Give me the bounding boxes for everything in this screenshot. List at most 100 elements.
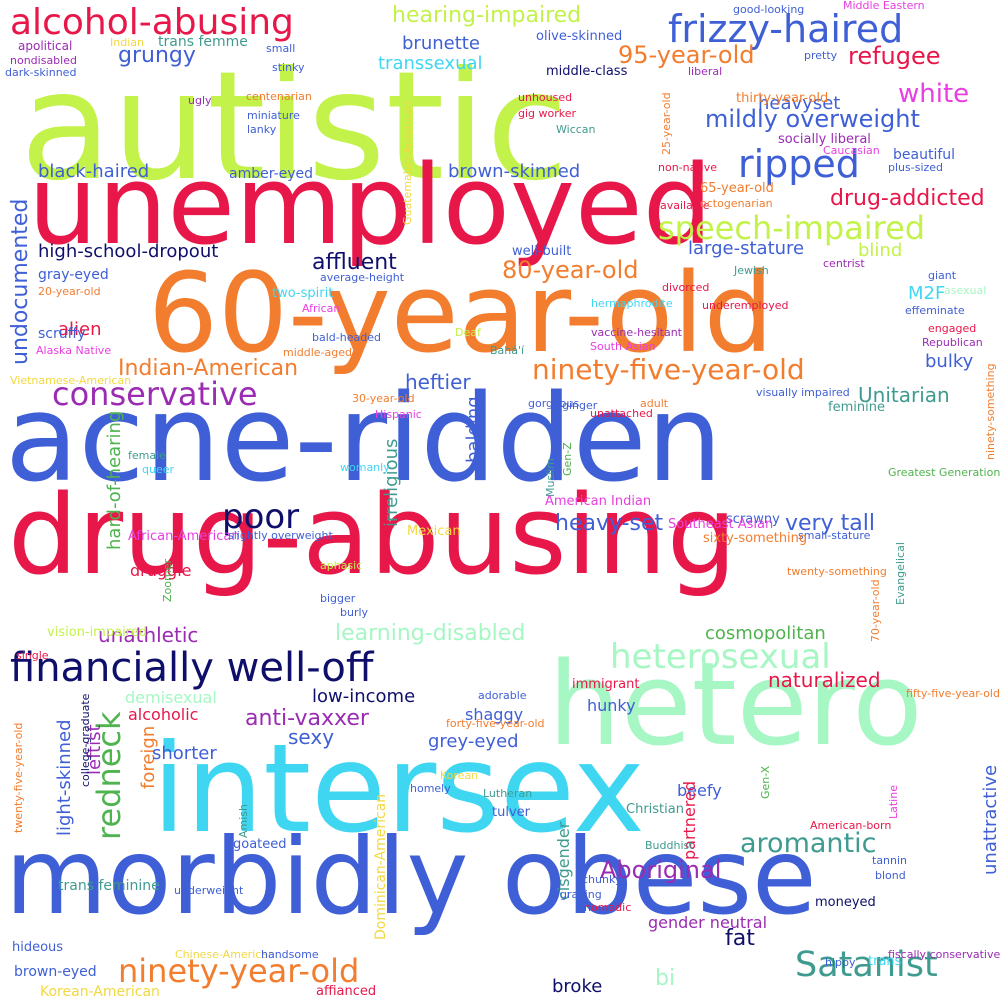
word-gen-z: Gen-Z: [561, 442, 574, 476]
word-gen-x: Gen-X: [759, 765, 772, 799]
word-feminine: feminine: [828, 400, 885, 415]
word-well-built: well-built: [512, 244, 572, 259]
word-evangelical: Evangelical: [894, 542, 907, 605]
word-graying: graying: [560, 888, 602, 901]
word-non-native: non-native: [658, 161, 718, 174]
word-apolitical: apolitical: [18, 39, 73, 53]
word-financially-well-off: financially well-off: [10, 645, 374, 691]
word-m2f: M2F: [908, 283, 946, 304]
word-moneyed: moneyed: [815, 895, 876, 910]
word-vaccine-hesitant: vaccine-hesitant: [591, 326, 682, 339]
word-bah: Bahá'í: [490, 344, 525, 357]
word-indian-american: Indian-American: [118, 356, 299, 381]
word-hearing-impaired: hearing-impaired: [392, 3, 582, 28]
word-vietnamese-american: Vietnamese-American: [10, 374, 132, 387]
word-queer: queer: [142, 463, 175, 476]
word-adorable: adorable: [478, 689, 527, 702]
word-hard-of-hearing: hard-of-hearing: [104, 410, 125, 550]
word-giant: giant: [928, 269, 957, 282]
word-korean-american: Korean-American: [40, 984, 160, 1000]
word-underemployed: underemployed: [702, 299, 789, 312]
word-mildly-overweight: mildly overweight: [705, 105, 920, 133]
word-satanist: Satanist: [795, 945, 938, 985]
word-fat: fat: [725, 926, 755, 951]
word-olive-skinned: olive-skinned: [536, 29, 623, 44]
word-30-year-old: 30-year-old: [352, 392, 415, 405]
word-70-year-old: 70-year-old: [869, 579, 882, 642]
word-southeast-asian: Southeast Asian: [668, 517, 774, 532]
word-trans: trans: [868, 954, 902, 969]
word-greatest-generation: Greatest Generation: [888, 466, 1000, 479]
word-drug-abusing: drug-abusing: [8, 471, 737, 599]
word-african: African: [302, 302, 341, 315]
word-mexican: Mexican: [407, 524, 461, 539]
word-bald-headed: bald-headed: [312, 331, 381, 344]
word-american-indian: American Indian: [545, 494, 652, 509]
word-plus-sized: plus-sized: [888, 161, 944, 174]
word-65-year-old: 65-year-old: [700, 181, 774, 196]
word-gorgeous: gorgeous: [528, 397, 580, 410]
word-buddhist: Buddhist: [645, 839, 694, 852]
word-beautiful: beautiful: [893, 147, 956, 163]
word-beefy: beefy: [677, 781, 722, 800]
word-christian: Christian: [626, 802, 684, 817]
word-college-graduate: college-graduate: [79, 693, 92, 787]
word-ninety-something: ninety-something: [984, 363, 997, 460]
word-centrist: centrist: [823, 257, 865, 270]
word-drug-addicted: drug-addicted: [830, 186, 985, 211]
word-large-stature: large-stature: [688, 238, 805, 259]
word-hermaphrodite: hermaphrodite: [591, 297, 673, 310]
word-ninety-year-old: ninety-year-old: [118, 952, 360, 990]
word-heavy-set: heavy-set: [555, 511, 664, 536]
word-unemployed: unemployed: [28, 141, 713, 269]
word-alcohol-abusing: alcohol-abusing: [10, 2, 294, 43]
word-hippy: hippy: [825, 956, 856, 969]
word-jewish: Jewish: [734, 264, 769, 277]
word-latine: Latine: [887, 785, 900, 819]
word-sexy: sexy: [288, 725, 335, 749]
word-very-tall: very tall: [785, 511, 875, 536]
word-forty-five-year-old: forty-five-year-old: [446, 717, 545, 730]
word-homely: homely: [410, 782, 451, 795]
word-demisexual: demisexual: [125, 688, 217, 707]
word-alien: alien: [58, 319, 102, 340]
word-womanly: womanly: [340, 461, 390, 474]
word-affianced: affianced: [316, 984, 377, 999]
word-cosmopolitan: cosmopolitan: [705, 623, 826, 644]
word-miniature: miniature: [247, 109, 300, 122]
word-stinky: stinky: [272, 61, 305, 74]
word-handsome: handsome: [261, 948, 319, 961]
word-lanky: lanky: [247, 123, 277, 136]
word-scruffy: scruffy: [38, 326, 86, 342]
word-tannin: tannin: [872, 854, 908, 867]
word-korean: Korean: [440, 769, 479, 782]
word-undocumented: undocumented: [8, 198, 33, 365]
word-aboriginal: Aboriginal: [600, 856, 722, 884]
word-asexual: asexual: [944, 284, 987, 297]
word-bulky: bulky: [925, 351, 974, 372]
word-speech-impaired: speech-impaired: [658, 209, 926, 247]
word-hispanic: Hispanic: [375, 408, 422, 421]
word-twenty-five-year-old: twenty-five-year-old: [12, 722, 25, 833]
word-unitarian: Unitarian: [858, 383, 950, 407]
word-heftier: heftier: [405, 370, 471, 394]
word-middle-aged: middle-aged: [283, 346, 353, 359]
word-middle-eastern: Middle Eastern: [843, 0, 925, 12]
word-dominican-american: Dominican-American: [373, 793, 389, 940]
word-autistic: autistic: [20, 40, 569, 214]
word-blind: blind: [858, 240, 903, 261]
word-amber-eyed: amber-eyed: [229, 166, 314, 182]
word-morbidly-obese: morbidly obese: [5, 816, 817, 938]
word-wiccan: Wiccan: [556, 123, 596, 136]
word-refugee: refugee: [848, 42, 941, 70]
word-tulver: tulver: [492, 805, 530, 820]
word-nomadic: nomadic: [584, 901, 632, 914]
word-poor: poor: [222, 497, 300, 537]
word-high-school-dropout: high-school-dropout: [38, 241, 219, 262]
word-80-year-old: 80-year-old: [502, 256, 639, 284]
word-republican: Republican: [922, 336, 983, 349]
word-fifty-five-year-old: fifty-five-year-old: [906, 687, 1000, 700]
word-average-height: average-height: [320, 271, 405, 284]
word-brown-skinned: brown-skinned: [448, 161, 581, 182]
